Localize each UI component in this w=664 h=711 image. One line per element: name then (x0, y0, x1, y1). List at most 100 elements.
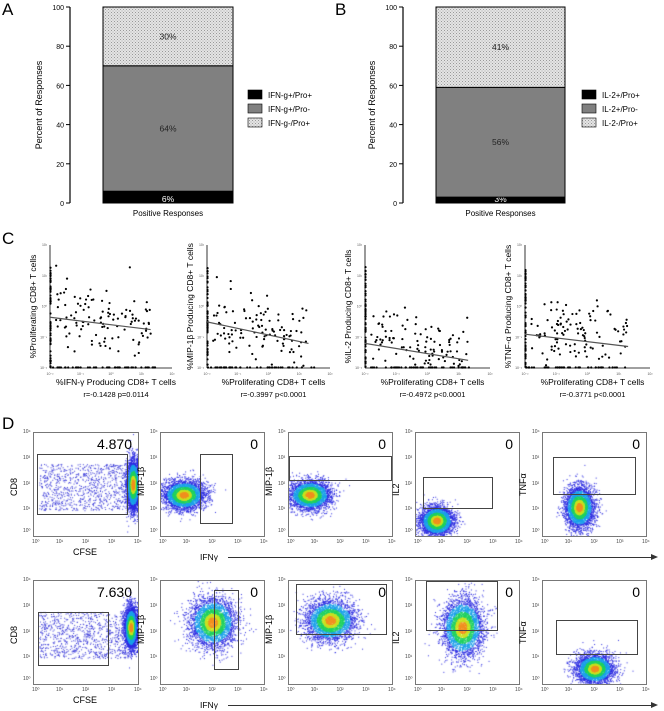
data-point (206, 327, 209, 331)
y-tick-label: 20 (389, 162, 397, 169)
x-tick-label: 10⁰ (159, 687, 167, 693)
data-point (215, 314, 218, 317)
x-tick-label: 10¹ (182, 539, 190, 545)
data-point (282, 335, 286, 338)
data-point (573, 349, 576, 353)
data-point (257, 305, 260, 308)
x-tick-label: 10³ (362, 539, 370, 545)
data-point (300, 331, 303, 334)
x-tick-label: 10² (463, 539, 471, 545)
data-point (426, 336, 429, 339)
data-point (133, 300, 136, 303)
data-point (255, 314, 258, 317)
data-point (86, 366, 90, 369)
data-point (443, 359, 446, 363)
flow-plot: 0 (288, 432, 393, 537)
y-tick-label: 10² (517, 243, 523, 247)
data-point (63, 326, 66, 329)
gate-percentage: 0 (378, 584, 386, 600)
y-tick-label: 10⁴ (278, 577, 286, 583)
data-point (206, 358, 209, 361)
data-point (567, 318, 570, 321)
data-point (462, 366, 466, 369)
data-point (543, 366, 546, 369)
data-point (251, 320, 254, 323)
data-point (524, 276, 527, 279)
data-point (288, 351, 292, 354)
x-tick-label: 10⁻² (362, 372, 370, 376)
x-axis-label: CFSE (73, 695, 98, 705)
data-point (63, 291, 66, 294)
x-tick-label: 10⁴ (388, 539, 396, 545)
gate-rectangle (200, 453, 234, 524)
x-tick-label: 10⁻² (47, 372, 55, 376)
gate-rectangle (426, 581, 499, 632)
data-point (277, 313, 280, 316)
data-point (134, 366, 137, 369)
data-point (597, 366, 600, 369)
data-point (295, 366, 298, 369)
data-point (301, 307, 304, 310)
data-point (536, 324, 539, 327)
data-point (372, 357, 375, 360)
data-point (113, 366, 117, 369)
data-point (67, 366, 70, 369)
data-point (216, 332, 219, 335)
data-point (310, 366, 313, 369)
data-point (49, 302, 52, 305)
data-point (588, 312, 591, 315)
data-point (251, 352, 254, 356)
data-point (222, 332, 226, 335)
data-point (101, 325, 104, 329)
data-point (206, 286, 209, 289)
data-point (364, 292, 367, 295)
data-point (440, 366, 444, 369)
data-point (285, 333, 288, 337)
data-point (598, 335, 601, 338)
data-point (244, 317, 248, 320)
data-point (581, 326, 584, 329)
x-tick-label: 10² (590, 539, 598, 545)
data-point (614, 328, 617, 331)
data-point (384, 330, 387, 333)
data-point (264, 328, 267, 331)
x-tick-label: 10³ (489, 687, 497, 693)
density-plot (543, 433, 646, 536)
data-point (218, 304, 221, 307)
density-plot (34, 433, 138, 536)
data-point (388, 339, 391, 342)
data-point (107, 307, 110, 310)
x-tick-label: 10¹ (564, 539, 572, 545)
y-tick-label: 10⁰ (150, 676, 158, 682)
data-point (293, 361, 296, 364)
shared-x-axis-label: IFNγ (200, 552, 218, 562)
data-point (206, 301, 209, 304)
data-point (415, 316, 418, 319)
y-tick-label: 10² (42, 243, 48, 247)
data-point (206, 277, 209, 280)
x-tick-label: 10⁰ (266, 372, 272, 376)
data-point (145, 301, 148, 304)
data-point (392, 337, 395, 340)
x-axis-label: CFSE (73, 547, 98, 557)
legend-label: IFN-g+/Pro+ (268, 91, 312, 100)
data-point (71, 366, 74, 369)
data-point (613, 366, 617, 369)
data-point (130, 366, 133, 369)
data-point (379, 338, 382, 341)
data-point (116, 317, 120, 320)
data-point (530, 317, 533, 321)
data-point (137, 351, 140, 355)
flow-plot: 0 (160, 580, 265, 685)
data-point (364, 340, 367, 343)
gate-rectangle (556, 620, 638, 656)
data-point (385, 310, 388, 313)
data-point (243, 308, 246, 311)
data-point (79, 366, 82, 369)
data-point (64, 303, 67, 307)
y-tick-label: 10⁰ (278, 676, 286, 682)
data-point (123, 366, 127, 369)
x-axis-label: %Proliferating CD8+ T cells (381, 377, 485, 387)
x-tick-label: Positive Responses (133, 209, 203, 218)
data-point (268, 366, 271, 369)
